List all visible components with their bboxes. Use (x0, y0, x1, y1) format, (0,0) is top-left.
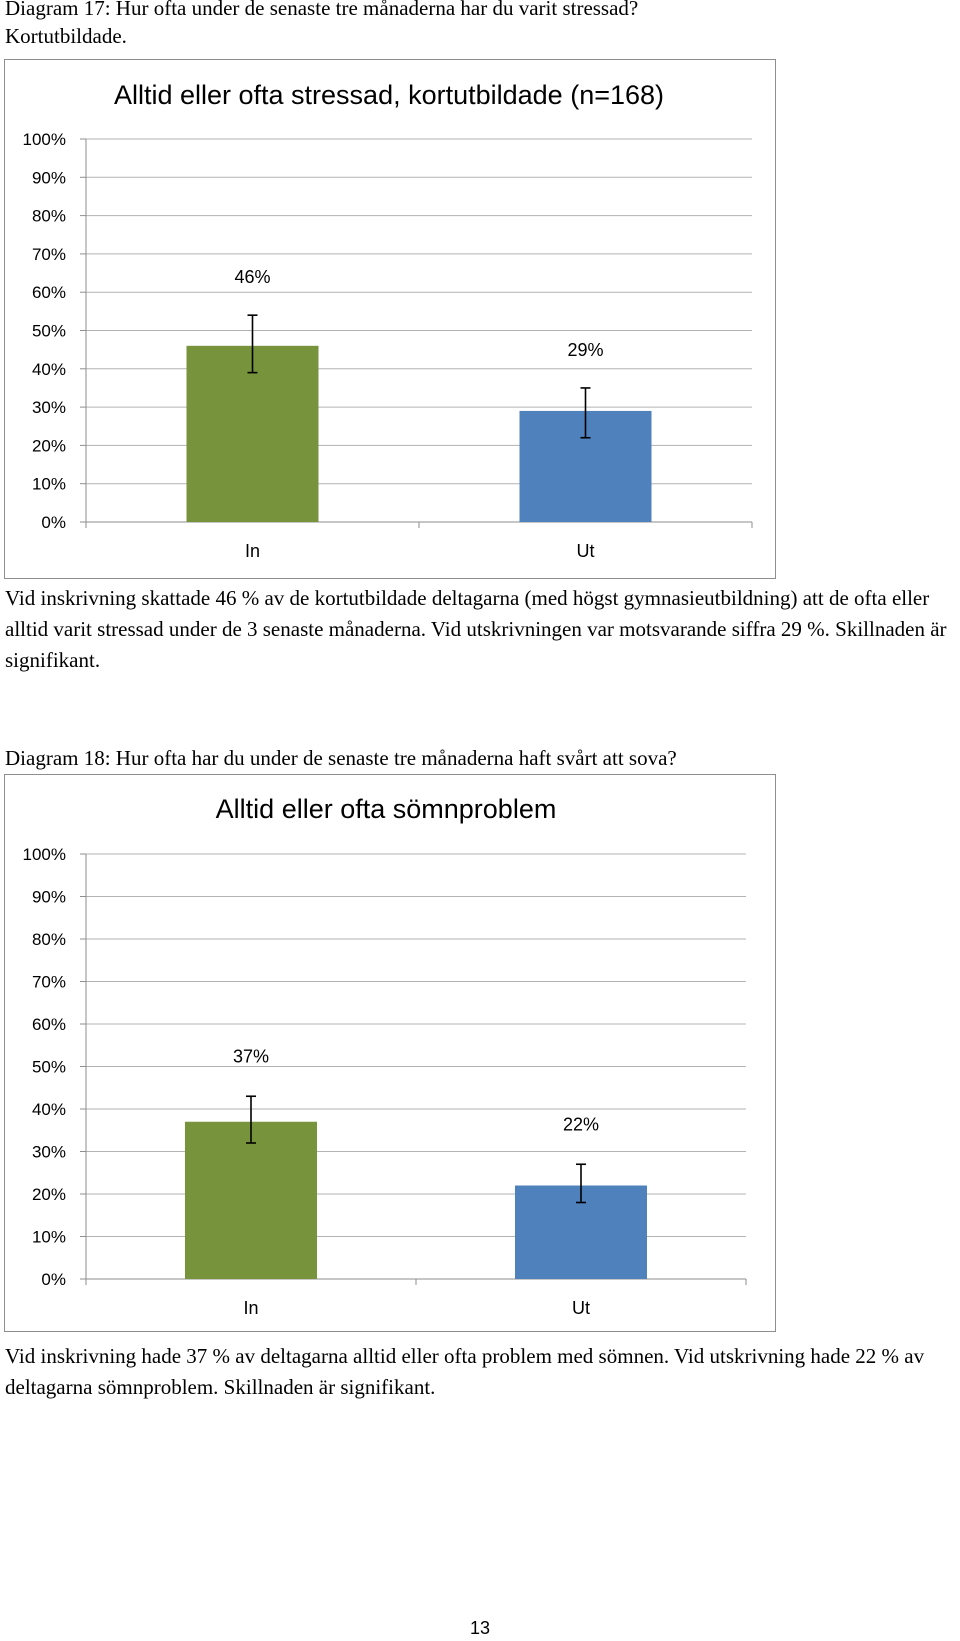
y-tick-label: 30% (32, 1143, 66, 1162)
y-tick-label: 60% (32, 283, 66, 302)
y-tick-label: 10% (32, 1228, 66, 1247)
y-tick-label: 0% (41, 513, 66, 532)
bar-in (185, 1121, 317, 1279)
diagram-17-description: Vid inskrivning skattade 46 % av de kort… (5, 586, 947, 672)
data-label: 22% (563, 1114, 599, 1134)
chart-sleep: Alltid eller ofta sömnproblem 0% 10% 20% 30%… (23, 794, 747, 1318)
y-tick-label: 50% (32, 1058, 66, 1077)
chart-title: Alltid eller ofta sömnproblem (216, 794, 557, 824)
y-tick-label: 80% (32, 207, 66, 226)
chart-frame-2 (4, 774, 776, 1332)
x-category-label: In (243, 1298, 258, 1318)
y-tick-label: 10% (32, 475, 66, 494)
data-label: 37% (233, 1046, 269, 1066)
chart-title: Alltid eller ofta stressad, kortutbildad… (114, 80, 664, 110)
y-tick-label: 20% (32, 436, 66, 455)
y-tick-label: 40% (32, 1100, 66, 1119)
data-label: 29% (567, 340, 603, 360)
y-tick-label: 100% (23, 845, 66, 864)
y-tick-label: 70% (32, 245, 66, 264)
page-number: 13 (469, 1618, 491, 1638)
y-tick-label: 100% (23, 130, 66, 149)
chart-stress: Alltid eller ofta stressad, kortutbildad… (23, 80, 753, 561)
y-tick-label: 20% (32, 1185, 66, 1204)
y-tick-label: 90% (32, 888, 66, 907)
y-tick-label: 70% (32, 973, 66, 992)
diagram-18-description: Vid inskrivning hade 37 % av deltagarna … (5, 1344, 925, 1399)
y-tick-label: 30% (32, 398, 66, 417)
bar-in (186, 345, 319, 522)
x-category-label: Ut (572, 1298, 590, 1318)
y-tick-label: 90% (32, 168, 66, 187)
x-category-label: In (245, 541, 260, 561)
data-label: 46% (234, 267, 270, 287)
diagram-18-caption: Diagram 18: Hur ofta har du under de sen… (5, 746, 677, 770)
y-tick-label: 80% (32, 930, 66, 949)
diagram-17-caption-line2: Kortutbildade. (5, 24, 127, 48)
y-tick-label: 0% (41, 1270, 66, 1289)
diagram-17-caption-line1: Diagram 17: Hur ofta under de senaste tr… (5, 0, 639, 20)
y-tick-label: 40% (32, 360, 66, 379)
y-tick-label: 60% (32, 1015, 66, 1034)
x-category-label: Ut (577, 541, 595, 561)
y-tick-label: 50% (32, 322, 66, 341)
